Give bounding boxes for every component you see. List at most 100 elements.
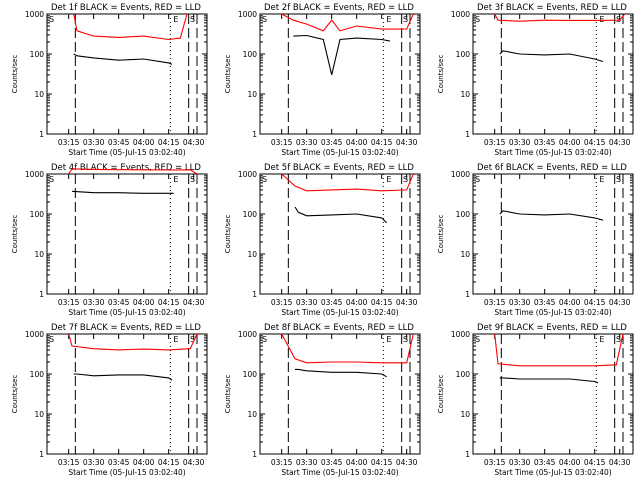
x-tick-label: 04:15	[371, 138, 393, 147]
end-marker: E	[386, 15, 391, 24]
x-tick-label: 04:00	[346, 298, 368, 307]
x-tick-label: 04:15	[584, 298, 606, 307]
x-tick-label: 03:30	[83, 458, 105, 467]
y-tick-label: 10	[34, 410, 44, 419]
start-marker: S	[262, 175, 267, 184]
x-tick-label: 03:45	[108, 138, 130, 147]
x-tick-label: 03:45	[534, 458, 556, 467]
x-tick-label: 03:15	[271, 298, 293, 307]
start-marker: S	[475, 15, 480, 24]
detector-panel: Det 5f BLACK = Events, RED = LLD 1 10 100 10…	[224, 163, 421, 317]
x-tick-label: 04:15	[584, 458, 606, 467]
x-tick-label: 03:15	[58, 458, 80, 467]
events-series-line	[295, 368, 387, 378]
plot-frame	[472, 13, 634, 135]
start-marker: S	[475, 175, 480, 184]
x-tick-label: 04:30	[396, 458, 418, 467]
y-tick-label: 100	[243, 50, 258, 59]
x-tick-label: 04:30	[183, 458, 205, 467]
y-axis-label: Counts/sec	[437, 55, 445, 94]
events-series-line	[499, 210, 604, 221]
start-marker: S	[49, 335, 54, 344]
x-tick-label: 03:30	[509, 458, 531, 467]
events-series-line	[73, 373, 173, 381]
x-tick-label: 04:00	[559, 458, 581, 467]
saa-marker: S	[403, 15, 408, 24]
end-marker: E	[173, 15, 178, 24]
start-marker: S	[49, 175, 54, 184]
y-tick-label: 1	[465, 450, 470, 459]
x-tick-label: 03:15	[484, 458, 506, 467]
y-tick-label: 100	[456, 50, 471, 59]
x-tick-label: 03:30	[83, 138, 105, 147]
x-tick-label: 03:30	[296, 298, 318, 307]
x-tick-label: 04:15	[158, 458, 180, 467]
lld-series-line	[68, 168, 198, 175]
y-tick-label: 1	[39, 450, 44, 459]
detector-panel: Det 3f BLACK = Events, RED = LLD 1 10 100 10…	[437, 3, 634, 157]
x-axis-label: Start Time (05-Jul-15 03:02:40)	[494, 468, 611, 477]
x-axis-label: Start Time (05-Jul-15 03:02:40)	[281, 148, 398, 157]
events-series-line	[293, 34, 391, 76]
x-axis-label: Start Time (05-Jul-15 03:02:40)	[68, 308, 185, 317]
panel-title: Det 5f BLACK = Events, RED = LLD	[264, 163, 414, 173]
end-marker: E	[173, 335, 178, 344]
panel-title: Det 6f BLACK = Events, RED = LLD	[477, 163, 627, 173]
y-axis-label: Counts/sec	[11, 55, 19, 94]
events-series-line	[499, 50, 604, 63]
x-axis-label: Start Time (05-Jul-15 03:02:40)	[281, 468, 398, 477]
end-marker: E	[599, 15, 604, 24]
x-tick-label: 04:00	[133, 138, 155, 147]
plot-frame	[46, 333, 208, 455]
y-tick-label: 1000	[451, 10, 470, 19]
x-tick-label: 03:30	[509, 298, 531, 307]
x-tick-label: 03:45	[108, 458, 130, 467]
x-tick-label: 04:15	[371, 458, 393, 467]
end-marker: E	[386, 175, 391, 184]
plot-frame	[46, 173, 208, 295]
x-axis-label: Start Time (05-Jul-15 03:02:40)	[281, 308, 398, 317]
lld-series-line	[73, 13, 188, 41]
y-tick-label: 1000	[25, 330, 44, 339]
x-tick-label: 03:45	[108, 298, 130, 307]
plot-frame	[46, 13, 208, 135]
x-tick-label: 04:15	[158, 298, 180, 307]
x-axis-label: Start Time (05-Jul-15 03:02:40)	[494, 148, 611, 157]
events-series-line	[294, 206, 388, 224]
x-tick-label: 04:30	[609, 138, 631, 147]
y-tick-label: 10	[460, 90, 470, 99]
end-marker: E	[599, 335, 604, 344]
y-axis-label: Counts/sec	[224, 55, 232, 94]
saa-marker: S	[403, 175, 408, 184]
x-tick-label: 03:15	[58, 298, 80, 307]
panel-title: Det 3f BLACK = Events, RED = LLD	[477, 3, 627, 13]
plot-frame	[259, 333, 421, 455]
y-tick-label: 1000	[451, 170, 470, 179]
y-tick-label: 10	[247, 250, 257, 259]
y-tick-label: 1	[39, 290, 44, 299]
events-series-line	[73, 53, 173, 65]
x-tick-label: 04:00	[133, 458, 155, 467]
lld-series-line	[281, 13, 414, 32]
y-axis-label: Counts/sec	[11, 215, 19, 254]
x-tick-label: 03:45	[534, 138, 556, 147]
y-tick-label: 10	[460, 250, 470, 259]
plot-frame	[472, 333, 634, 455]
detector-panel: Det 9f BLACK = Events, RED = LLD 1 10 100 10…	[437, 323, 634, 477]
x-tick-label: 04:30	[396, 138, 418, 147]
panel-title: Det 1f BLACK = Events, RED = LLD	[51, 3, 201, 13]
y-tick-label: 100	[30, 370, 45, 379]
saa-marker: S	[190, 335, 195, 344]
detector-panel: Det 7f BLACK = Events, RED = LLD 1 10 100 10…	[11, 323, 208, 477]
detector-panel: Det 2f BLACK = Events, RED = LLD 1 10 100 10…	[224, 3, 421, 157]
y-tick-label: 1000	[238, 330, 257, 339]
panel-title: Det 2f BLACK = Events, RED = LLD	[264, 3, 414, 13]
y-tick-label: 1000	[238, 170, 257, 179]
y-tick-label: 10	[34, 250, 44, 259]
x-tick-label: 04:30	[609, 298, 631, 307]
start-marker: S	[475, 335, 480, 344]
events-series-line	[499, 377, 599, 384]
plot-frame	[259, 13, 421, 135]
x-tick-label: 04:30	[396, 298, 418, 307]
